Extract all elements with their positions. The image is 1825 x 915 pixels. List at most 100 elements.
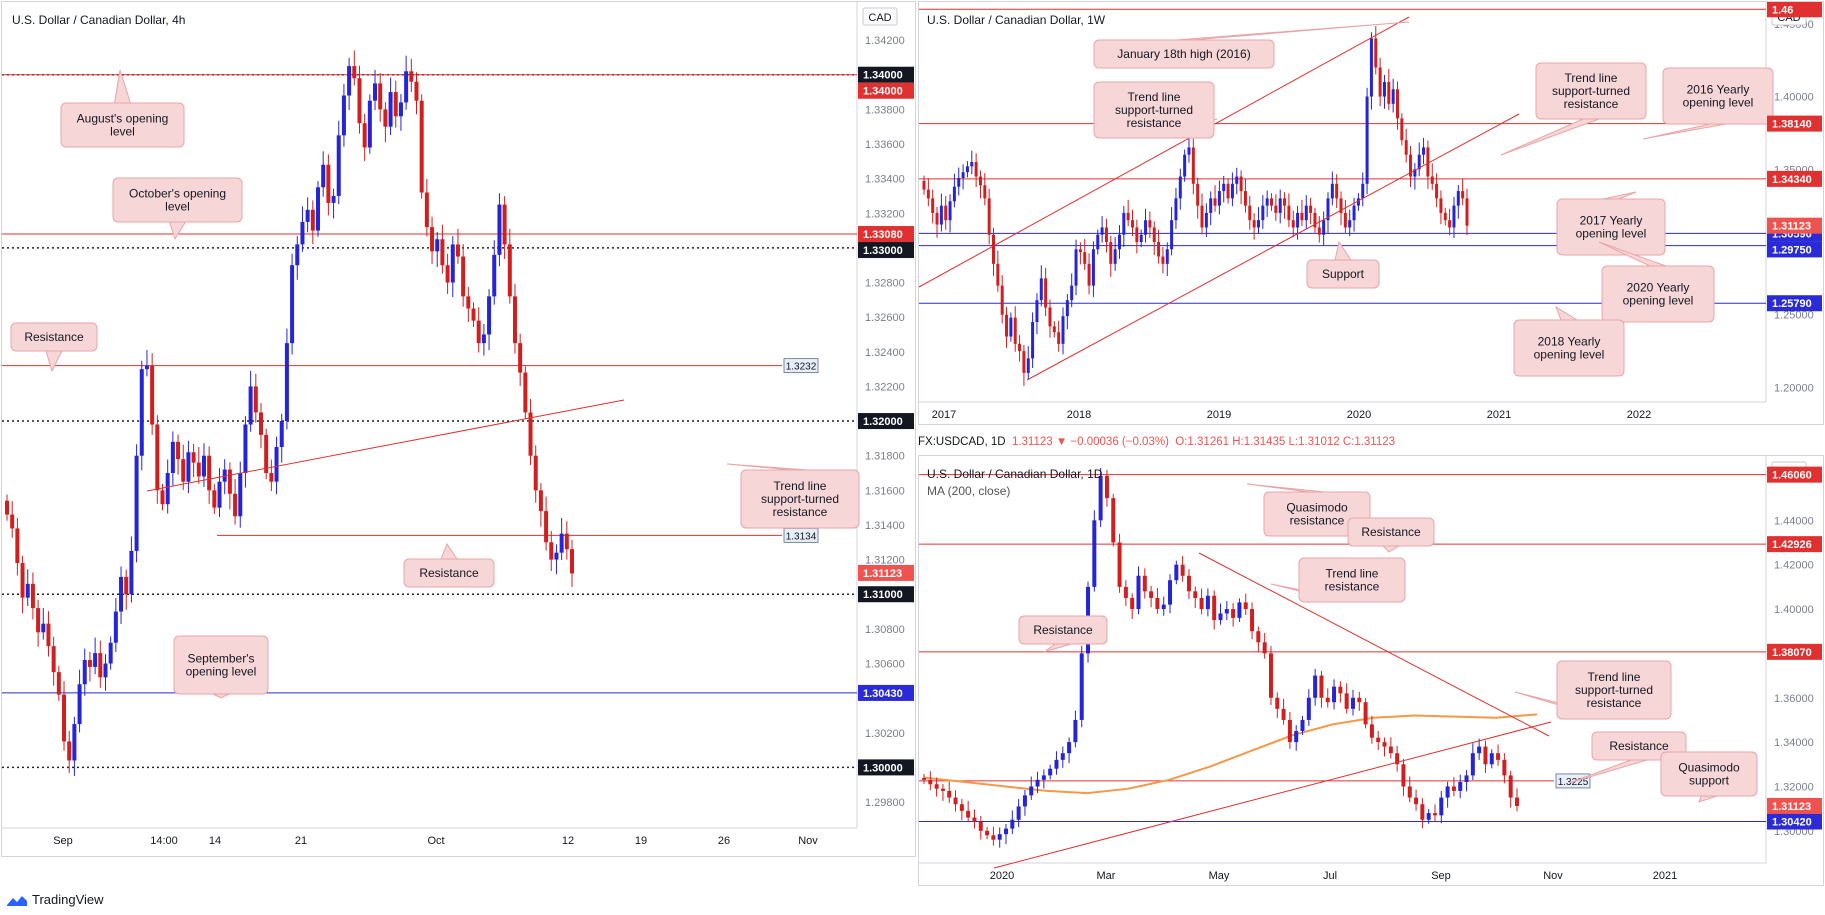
candle-body [1222,183,1226,192]
candle-body [570,549,574,574]
candle-body [134,455,139,551]
callout-label: Support [1322,267,1365,281]
candle-body [217,481,222,508]
candle-body [1067,742,1072,754]
candle-body [1078,249,1082,253]
tradingview-logo[interactable]: TradingView [6,892,104,907]
price-badge: 1.30430 [863,688,903,700]
candle-body [471,308,476,321]
candle-body [1414,797,1419,805]
price-badge-bg [1767,115,1822,132]
x-tick-label: 14:00 [150,835,178,847]
callout-label: 2020 Yearly [1627,281,1690,295]
candle-body [409,71,414,82]
chart-4h-canvas[interactable]: 1.34200 1.33800 1.33600 1.33400 1.33200 1.328… [2,2,917,858]
chart-weekly-canvas[interactable]: 1.450001.400001.350001.250001.2000020172… [919,2,1825,426]
chart-panel-daily[interactable]: 1.44000 1.42000 1.40000 1.36000 1.34000 1.320… [918,455,1824,886]
chart-panel-4h[interactable]: 1.34200 1.33800 1.33600 1.33400 1.33200 1.328… [1,1,916,857]
price-badge-bg [858,66,914,83]
candle-body [98,653,103,678]
x-tick-label: 14 [209,835,221,847]
candle-body [1439,797,1444,816]
callout-pointer [726,463,809,471]
candle-body [952,186,956,202]
candle-body [1369,724,1374,738]
callout-box [1093,81,1215,139]
candle-body [1464,775,1469,783]
candle-body [481,334,486,344]
candle-body [947,790,952,798]
callout-pointer [1698,795,1718,803]
candle-body [1111,498,1116,543]
candle-body [1157,242,1161,257]
callout-label: Trend line [774,479,827,493]
callout-box [60,102,185,148]
candle-body [1400,118,1404,141]
candle-body [1104,227,1108,242]
candle-body [1287,719,1292,743]
candle-body [1031,322,1035,359]
candle-body [1016,806,1021,820]
y-tick-label: 1.31400 [865,520,905,532]
callout-pointer [1555,305,1579,321]
price-badge: 1.46060 [1772,470,1812,482]
y-tick-label: 1.36000 [1774,693,1814,705]
candle-body [15,528,20,564]
x-tick-label: Nov [798,835,818,847]
callout-box [1298,557,1406,603]
candle-body [1281,708,1286,720]
candle-body [222,469,227,482]
candle-body [1357,697,1362,703]
candle-body [1391,89,1395,104]
callout-box [173,635,269,695]
candle-body [957,178,961,187]
candle-body [124,576,129,595]
x-tick-label: 2018 [1067,409,1091,421]
current-price-badge: 1.31123 [863,568,902,580]
x-tick-label: 2020 [990,870,1014,882]
candle-body [170,441,175,474]
callout-box [1513,319,1625,377]
candle-body [1041,775,1046,780]
candle-body [388,92,393,127]
chart-title-daily: U.S. Dollar / Canadian Dollar, 1D [927,467,1103,481]
price-badge-bg [1767,241,1822,258]
candle-body [212,490,217,508]
x-tick-label: 2021 [1487,409,1511,421]
callout-label: level [165,200,190,214]
candle-body [440,239,445,266]
x-tick-label: Mar [1097,870,1116,882]
callout-box [403,558,495,588]
chart-panel-weekly[interactable]: 1.450001.400001.350001.250001.2000020172… [918,1,1824,425]
callout-label: resistance [1290,514,1345,528]
price-badge-bg [1767,170,1822,187]
chart-daily-canvas[interactable]: 1.44000 1.42000 1.40000 1.36000 1.34000 1.320… [919,456,1825,887]
price-badge: 1.34000 [863,86,903,98]
candle-body [1136,575,1141,610]
candle-body [944,205,948,221]
candle-body [1252,220,1256,228]
symbol-label[interactable]: FX:USDCAD, 1D [918,436,1006,448]
candle-body [56,672,61,695]
last-price: 1.31123 [1011,436,1053,448]
candle-body [1256,631,1261,643]
candle-body [1338,686,1343,694]
candle-body [103,663,108,678]
candle-body [1098,475,1103,521]
candle-body [1243,191,1247,206]
candle-body [1445,786,1450,798]
candle-body [1044,278,1048,308]
candle-body [1186,575,1191,592]
y-tick-label: 1.34200 [865,35,905,47]
candle-body [253,386,258,413]
candle-body [1117,542,1122,587]
candle-body [1130,597,1135,610]
candle-body [1458,782,1463,791]
candle-body [300,221,305,245]
level-tag-box [1555,773,1591,789]
callout-label: resistance [1325,580,1380,594]
callout-box [1263,491,1371,537]
candle-body [362,123,367,148]
candle-body [1174,198,1178,221]
candle-body [264,434,269,474]
